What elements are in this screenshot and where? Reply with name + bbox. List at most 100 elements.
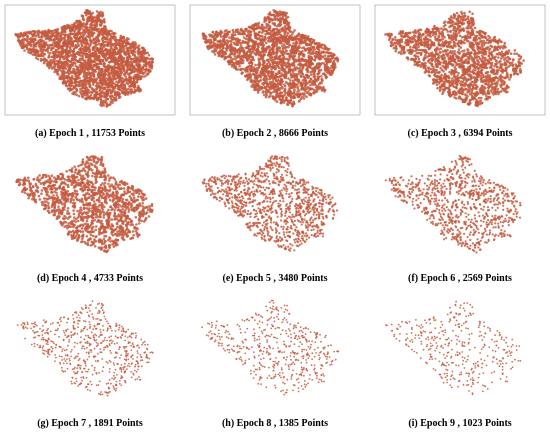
point <box>112 31 116 35</box>
point <box>140 66 144 70</box>
point <box>50 61 53 65</box>
point <box>66 24 70 28</box>
point <box>124 75 127 78</box>
point <box>74 39 78 42</box>
point <box>262 38 266 41</box>
point <box>272 22 276 26</box>
point <box>135 76 139 79</box>
point <box>96 36 99 40</box>
point <box>122 36 126 40</box>
point <box>103 79 107 82</box>
point <box>261 56 265 59</box>
point <box>268 20 272 24</box>
point <box>50 38 54 42</box>
point <box>73 77 77 81</box>
point <box>29 43 33 46</box>
point <box>141 59 145 63</box>
point <box>31 53 35 56</box>
point <box>122 92 125 95</box>
point <box>286 82 289 85</box>
point <box>123 51 126 54</box>
point <box>270 13 273 17</box>
point <box>255 76 258 80</box>
point <box>84 77 87 80</box>
point <box>309 70 312 74</box>
point <box>41 58 44 61</box>
point <box>81 57 84 60</box>
point <box>243 68 246 71</box>
point <box>293 29 296 32</box>
point <box>256 44 260 47</box>
point <box>286 64 290 68</box>
point <box>137 53 140 56</box>
point <box>242 49 245 53</box>
point <box>302 97 306 100</box>
point <box>52 38 56 41</box>
point <box>240 46 244 50</box>
point <box>64 84 68 87</box>
point <box>20 46 24 50</box>
point <box>81 54 84 57</box>
point <box>103 21 106 24</box>
point <box>281 50 284 54</box>
point <box>47 30 51 34</box>
point <box>297 46 301 49</box>
point <box>233 42 236 46</box>
point <box>96 63 99 66</box>
point <box>140 75 144 78</box>
point <box>42 48 45 52</box>
point <box>301 50 304 53</box>
point <box>29 51 32 55</box>
point <box>113 77 117 80</box>
point <box>307 51 310 55</box>
point <box>242 36 246 39</box>
point <box>211 30 215 34</box>
point <box>78 80 82 83</box>
point <box>68 50 72 54</box>
point <box>281 85 284 89</box>
point <box>47 63 50 66</box>
point <box>85 89 89 92</box>
point <box>322 72 326 75</box>
point <box>79 87 82 91</box>
point <box>309 63 313 66</box>
point <box>107 72 111 76</box>
point <box>316 77 319 81</box>
point <box>87 32 91 35</box>
point <box>230 60 234 64</box>
point <box>94 50 97 54</box>
point <box>495 59 498 63</box>
point <box>60 26 63 30</box>
point <box>271 56 274 59</box>
point <box>71 32 74 36</box>
point <box>34 35 38 38</box>
point <box>213 49 216 53</box>
point <box>109 100 112 103</box>
point <box>95 28 98 31</box>
point <box>279 20 283 23</box>
point <box>71 40 74 43</box>
point <box>299 35 303 38</box>
point <box>292 41 295 45</box>
point <box>75 36 78 40</box>
point <box>110 46 113 50</box>
point <box>241 71 244 74</box>
point <box>103 95 106 99</box>
point <box>320 75 323 78</box>
point <box>250 64 253 68</box>
point <box>269 94 272 97</box>
point <box>105 103 109 106</box>
point <box>266 84 269 88</box>
point <box>260 43 264 46</box>
point <box>63 62 67 66</box>
point <box>263 72 266 75</box>
point <box>231 37 235 41</box>
point <box>468 10 472 14</box>
point <box>84 84 88 88</box>
point <box>234 48 237 51</box>
point <box>293 37 297 41</box>
point <box>315 90 319 93</box>
point <box>120 80 124 84</box>
point <box>108 61 112 64</box>
point <box>291 44 295 48</box>
